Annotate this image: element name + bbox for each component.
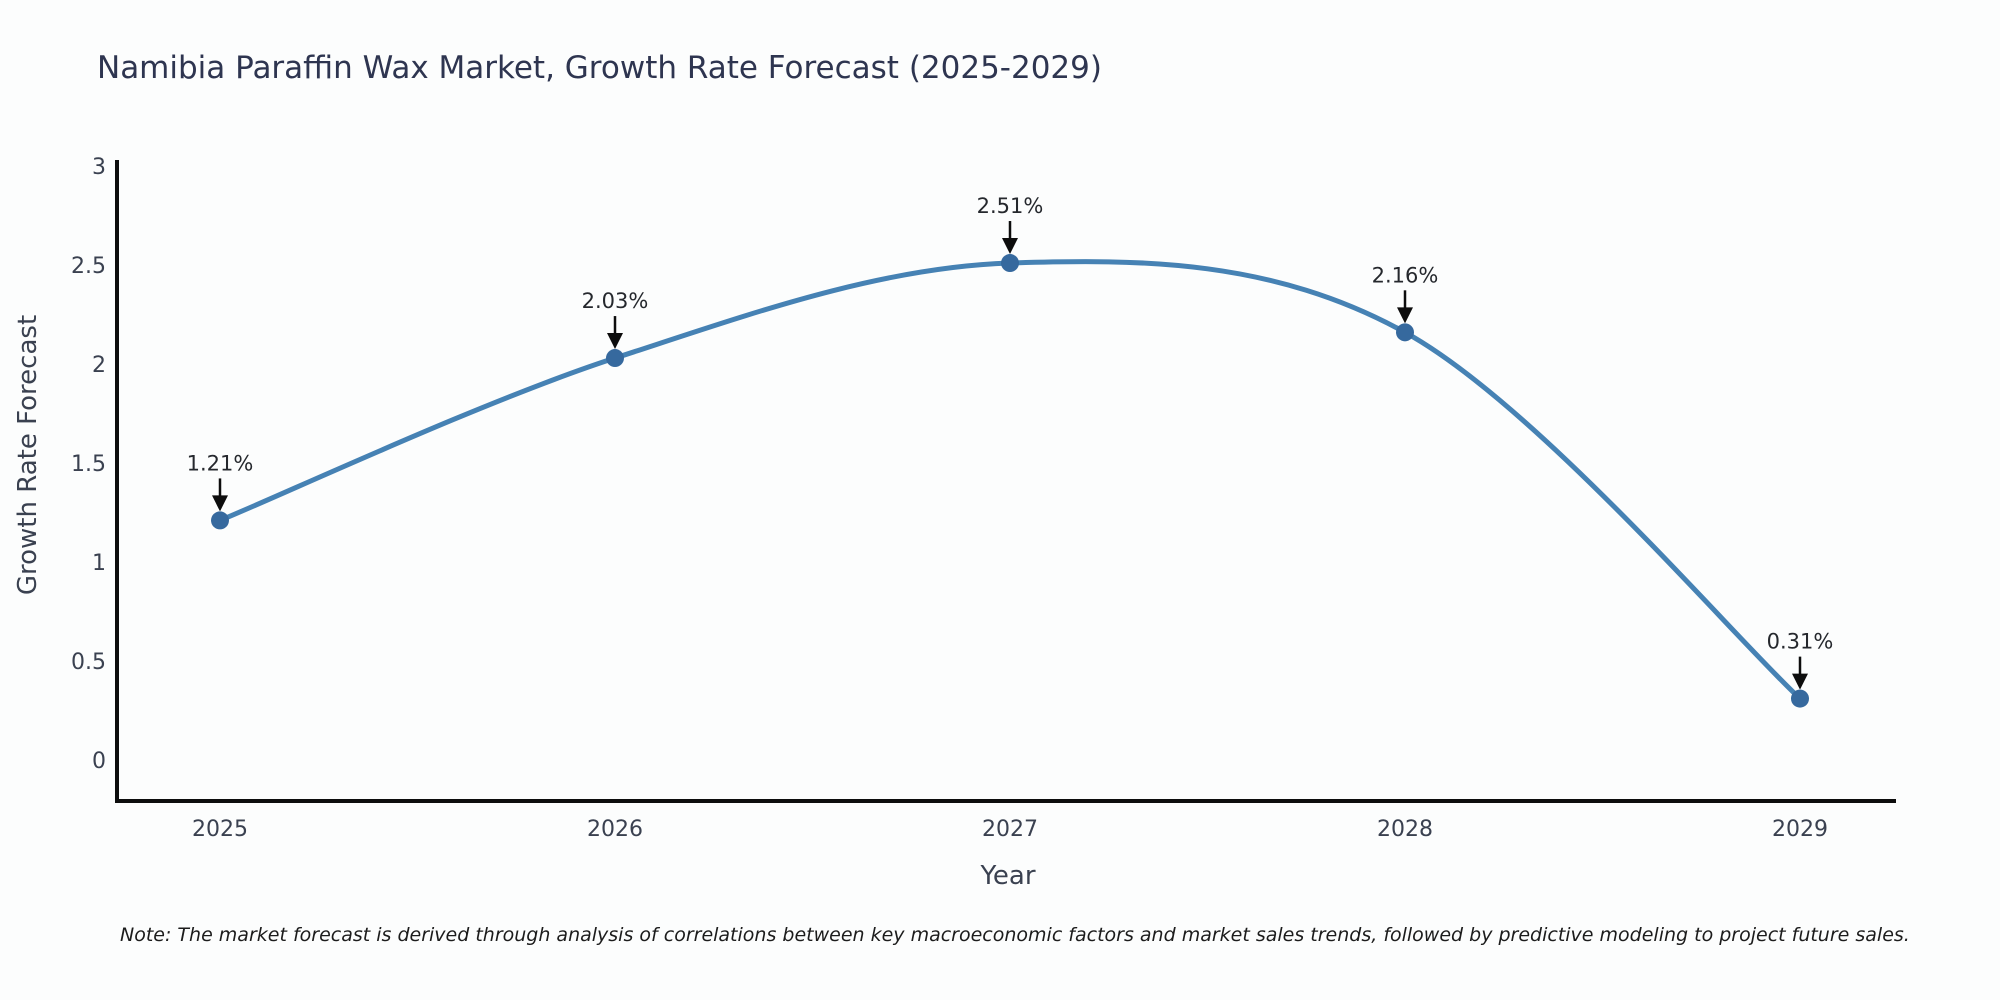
- x-tick-label: 2028: [1377, 817, 1433, 842]
- point-value-label: 1.21%: [187, 451, 254, 475]
- annotation-arrowhead-icon: [212, 495, 228, 512]
- point-annotations: 1.21% 2.03% 2.51% 2.16% 0.31%: [187, 194, 1834, 690]
- annotation-arrowhead-icon: [1792, 673, 1808, 690]
- point-value-label: 0.31%: [1767, 630, 1834, 654]
- x-tick-label: 2029: [1772, 817, 1828, 842]
- chart-title: Namibia Paraffin Wax Market, Growth Rate…: [97, 50, 1102, 86]
- annotation-arrowhead-icon: [1397, 307, 1413, 324]
- annotation-arrowhead-icon: [1002, 238, 1018, 255]
- data-point-marker: [1001, 254, 1019, 273]
- data-point-marker: [1791, 689, 1809, 708]
- y-tick-label: 2: [92, 353, 106, 378]
- x-axis-title: Year: [979, 861, 1035, 891]
- point-value-label: 2.16%: [1372, 263, 1439, 287]
- y-tick-label: 1: [92, 551, 106, 576]
- data-point-marker: [211, 511, 229, 530]
- data-point-marker: [1396, 323, 1414, 342]
- data-point-marker: [606, 349, 624, 368]
- series-growth-rate: [211, 254, 1809, 708]
- y-tick-label: 2.5: [71, 254, 106, 279]
- annotation-arrowhead-icon: [607, 333, 623, 350]
- y-tick-label: 3: [92, 155, 106, 180]
- y-axis-tick-labels: 0 0.5 1 1.5 2 2.5 3: [71, 155, 106, 774]
- x-tick-label: 2027: [982, 817, 1038, 842]
- y-tick-label: 0: [92, 749, 106, 774]
- footnote: Note: The market forecast is derived thr…: [120, 924, 1910, 946]
- y-tick-label: 0.5: [71, 650, 106, 675]
- y-axis-title: Growth Rate Forecast: [13, 315, 43, 595]
- x-tick-label: 2025: [192, 817, 248, 842]
- trend-line: [217, 259, 1803, 702]
- point-value-label: 2.51%: [977, 194, 1044, 218]
- x-axis-tick-labels: 2025 2026 2027 2028 2029: [192, 817, 1828, 842]
- point-value-label: 2.03%: [582, 289, 649, 313]
- y-tick-label: 1.5: [71, 452, 106, 477]
- x-tick-label: 2026: [587, 817, 643, 842]
